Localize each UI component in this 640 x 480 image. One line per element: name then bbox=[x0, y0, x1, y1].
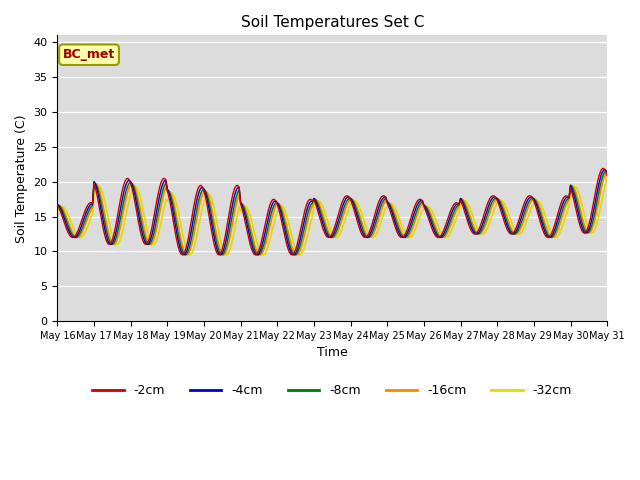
Text: BC_met: BC_met bbox=[63, 48, 115, 61]
Y-axis label: Soil Temperature (C): Soil Temperature (C) bbox=[15, 114, 28, 242]
Title: Soil Temperatures Set C: Soil Temperatures Set C bbox=[241, 15, 424, 30]
Legend: -2cm, -4cm, -8cm, -16cm, -32cm: -2cm, -4cm, -8cm, -16cm, -32cm bbox=[88, 379, 577, 402]
X-axis label: Time: Time bbox=[317, 347, 348, 360]
